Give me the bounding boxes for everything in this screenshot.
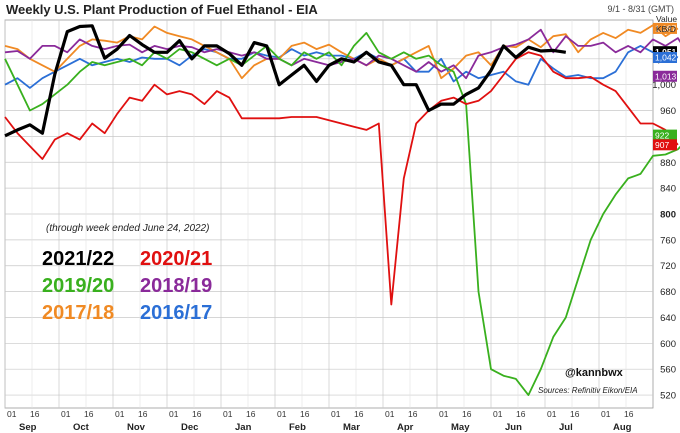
x-tick-day-label: 16	[570, 409, 580, 419]
y-tick-label: 520	[660, 391, 676, 402]
x-tick-day-label: 16	[192, 409, 202, 419]
x-tick-day-label: 01	[223, 409, 233, 419]
grid	[4, 20, 653, 408]
date-range-label: 9/1 - 8/31 (GMT)	[607, 4, 674, 14]
x-tick-day-label: 01	[439, 409, 449, 419]
legend-item-2021-22: 2021/22	[42, 248, 114, 270]
y-tick-label: 1,000	[652, 80, 676, 91]
end-label-box	[653, 22, 677, 34]
end-label-value: 907	[655, 140, 669, 150]
x-tick-month-label: Apr	[397, 422, 414, 433]
x-tick-month-label: Jun	[505, 422, 522, 433]
series-line-2016-17	[4, 45, 679, 89]
end-label-value: 1,087	[655, 24, 677, 34]
x-tick-month-label: Sep	[19, 422, 37, 433]
end-label-value: 1,042	[655, 53, 677, 63]
x-tick-day-label: 01	[493, 409, 503, 419]
x-tick-day-label: 01	[61, 409, 71, 419]
end-label-box	[653, 52, 677, 64]
x-tick-day-label: 16	[84, 409, 94, 419]
end-label-value: 1,013	[655, 71, 677, 81]
series-line-2017-18	[4, 24, 679, 80]
x-tick-day-label: 16	[462, 409, 472, 419]
x-tick-day-label: 01	[277, 409, 287, 419]
end-label-box	[653, 70, 677, 82]
end-label-box	[653, 46, 677, 58]
x-tick-day-label: 16	[516, 409, 526, 419]
end-label-value: 1,051	[655, 47, 677, 57]
x-tick-day-label: 01	[547, 409, 557, 419]
series-line-2020-21	[4, 51, 679, 306]
x-tick-day-label: 01	[385, 409, 395, 419]
legend-item-2017-18: 2017/18	[42, 302, 114, 324]
end-label-value: 922	[655, 130, 669, 140]
x-tick-day-label: 01	[115, 409, 125, 419]
y-tick-label: 760	[660, 235, 676, 246]
legend-item-2018-19: 2018/19	[140, 275, 212, 297]
x-tick-month-label: Feb	[289, 422, 306, 433]
y-tick-label: 680	[660, 287, 676, 298]
x-tick-day-label: 16	[300, 409, 310, 419]
y-tick-label: 800	[660, 210, 676, 221]
x-tick-month-label: May	[451, 422, 470, 433]
x-tick-day-label: 01	[331, 409, 341, 419]
y-tick-label: 560	[660, 365, 676, 376]
y-tick-label: 880	[660, 158, 676, 169]
x-tick-month-label: Aug	[613, 422, 632, 433]
x-tick-day-label: 16	[246, 409, 256, 419]
x-tick-month-label: Jan	[235, 422, 252, 433]
y-tick-label: 720	[660, 261, 676, 272]
chart-title: Weekly U.S. Plant Production of Fuel Eth…	[6, 2, 318, 17]
end-label-box	[653, 129, 677, 141]
x-tick-month-label: Oct	[73, 422, 90, 433]
source-text: Sources: Refinitiv Eikon/EIA	[538, 386, 638, 395]
x-tick-day-label: 01	[7, 409, 17, 419]
y-tick-label: 960	[660, 106, 676, 117]
series-lines	[4, 24, 680, 396]
y-axis-unit-label-2: KB/D	[656, 24, 676, 34]
x-tick-day-label: 01	[169, 409, 179, 419]
x-tick-month-label: Nov	[127, 422, 146, 433]
y-tick-label: 840	[660, 184, 676, 195]
twitter-handle: @kannbwx	[565, 367, 624, 379]
x-tick-day-label: 16	[408, 409, 418, 419]
x-tick-month-label: Dec	[181, 422, 198, 433]
y-tick-label: 640	[660, 313, 676, 324]
x-tick-day-label: 16	[354, 409, 364, 419]
x-tick-day-label: 16	[624, 409, 634, 419]
legend-item-2019-20: 2019/20	[42, 275, 114, 297]
y-tick-label: 600	[660, 339, 676, 350]
x-tick-day-label: 16	[30, 409, 40, 419]
legend: 2021/22 2020/21 2019/20 2018/19 2017/18 2016/…	[42, 248, 212, 324]
y-axis-unit-label-1: Value	[656, 14, 677, 24]
x-tick-day-label: 01	[601, 409, 611, 419]
series-line-2021-22	[4, 24, 567, 138]
legend-item-2020-21: 2020/21	[140, 248, 212, 270]
x-tick-day-label: 16	[138, 409, 148, 419]
y-axis: 5205606006406807207608008408809209601,00…	[652, 54, 676, 401]
end-label-box	[653, 139, 677, 151]
x-tick-month-label: Jul	[559, 422, 573, 433]
note-text: (through week ended June 24, 2022)	[46, 223, 209, 234]
legend-item-2016-17: 2016/17	[140, 302, 212, 324]
x-tick-month-label: Mar	[343, 422, 360, 433]
